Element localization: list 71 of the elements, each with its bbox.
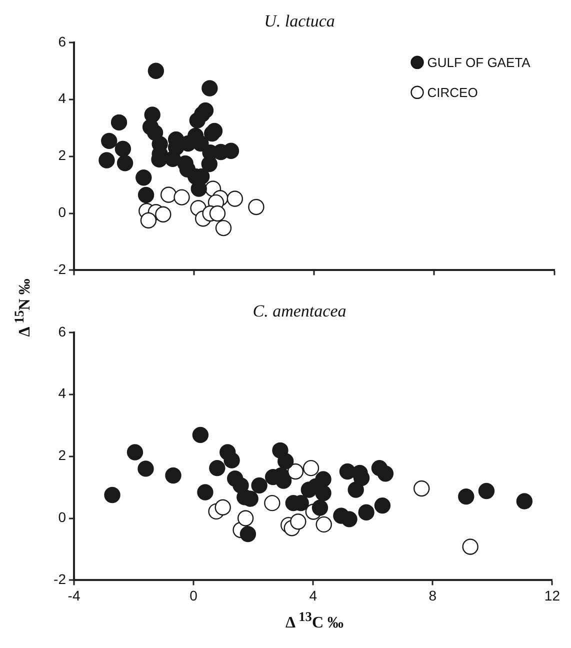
point <box>192 135 209 152</box>
y-tick-label: 4 <box>58 385 66 402</box>
point <box>110 114 128 131</box>
point <box>164 150 181 167</box>
point <box>201 156 218 172</box>
point <box>126 444 144 460</box>
point <box>209 205 226 222</box>
point <box>374 497 391 514</box>
x-tick-label: 4 <box>309 587 318 604</box>
point <box>264 494 280 512</box>
x-tick-label: 8 <box>428 587 437 604</box>
point <box>358 504 374 520</box>
y-tick-label: 0 <box>58 509 66 526</box>
point <box>248 198 264 216</box>
y-tick-label: -2 <box>54 261 66 278</box>
point <box>101 132 118 150</box>
point <box>197 484 214 500</box>
chart-title: C. amentacea <box>252 302 346 321</box>
chart-title: U. lactuca <box>264 12 335 31</box>
point <box>478 482 495 500</box>
point <box>458 488 474 505</box>
point <box>341 511 358 528</box>
point <box>226 190 243 207</box>
point <box>155 206 172 222</box>
point <box>160 186 177 203</box>
point <box>136 170 152 186</box>
x-tick-label: 0 <box>190 587 198 604</box>
point <box>104 486 120 504</box>
point <box>138 460 154 477</box>
x-axis-title: Δ $^{13}$C ‰ <box>284 608 345 632</box>
legend-label: GULF OF GAETA <box>427 54 531 70</box>
y-tick-label: -2 <box>54 571 66 588</box>
point <box>302 460 320 476</box>
point <box>224 452 240 468</box>
point <box>316 516 332 533</box>
point <box>202 80 218 96</box>
point <box>315 485 332 502</box>
y-tick-label: 6 <box>58 33 66 50</box>
point <box>138 186 154 204</box>
point <box>237 510 254 526</box>
point <box>165 467 182 484</box>
point <box>98 152 115 168</box>
point <box>462 538 478 555</box>
point <box>414 480 430 497</box>
point <box>140 212 157 228</box>
point <box>348 482 364 498</box>
y-tick-label: 0 <box>58 204 66 220</box>
point <box>174 189 190 206</box>
point <box>215 220 232 236</box>
point <box>148 62 164 79</box>
point <box>312 500 328 516</box>
point <box>287 463 304 480</box>
point <box>209 460 226 476</box>
x-tick-label: 12 <box>544 587 560 604</box>
y-tick-label: 6 <box>58 323 66 340</box>
y-tick-label: 4 <box>58 90 66 106</box>
point <box>116 155 134 172</box>
point <box>290 514 306 530</box>
point <box>516 493 533 510</box>
x-tick-label: -4 <box>68 587 80 604</box>
point <box>278 453 294 470</box>
y-tick-label: 2 <box>58 147 66 164</box>
point <box>192 426 209 444</box>
point <box>114 140 132 157</box>
point <box>251 477 268 494</box>
point <box>189 112 206 129</box>
y-tick-label: 2 <box>58 447 66 464</box>
point <box>377 466 394 482</box>
legend-label: CIRCEO <box>427 84 478 100</box>
point <box>214 499 231 516</box>
point <box>240 526 256 542</box>
